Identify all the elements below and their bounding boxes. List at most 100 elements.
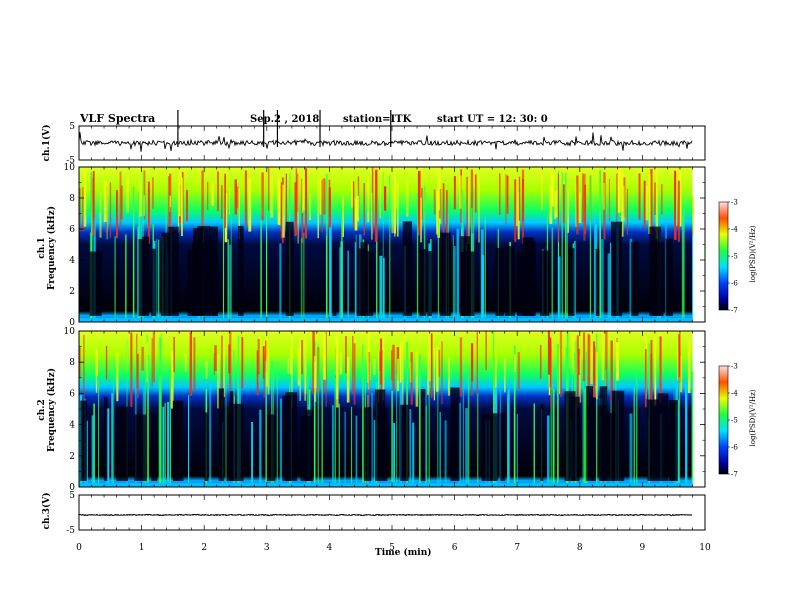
ch1-spectrogram-streak	[224, 173, 226, 229]
ch1-spectrogram-streak	[297, 168, 299, 244]
ch3-waveform-sample	[636, 514, 638, 516]
ch1-spectrogram-streak	[629, 238, 633, 319]
ch1-spectrogram-streak	[677, 180, 680, 242]
ch2-spectrogram-gap	[591, 397, 596, 481]
ch3-waveform-sample	[576, 514, 578, 516]
ch2-spectrogram-streak	[588, 334, 591, 387]
ch1-spectrogram-gap	[161, 232, 171, 316]
x-tick-label: 3	[264, 543, 270, 553]
ch3-waveform-sample	[486, 514, 488, 516]
ch3-waveform-sample	[639, 514, 641, 516]
ch1-spectrogram-streak	[354, 242, 357, 319]
ch1-spectrogram-streak	[294, 182, 297, 237]
ch3-waveform-sample	[207, 514, 209, 516]
ch3-waveform-sample	[663, 514, 665, 516]
ch3-waveform-sample	[690, 514, 692, 516]
ch3-waveform-sample	[225, 514, 227, 516]
ch3-waveform-sample	[474, 514, 476, 516]
ch1-spectrogram-streak	[300, 238, 303, 319]
ch1-spectrogram-streak	[621, 170, 624, 237]
ch1-spectrogram-y-tick-label: 4	[69, 256, 75, 266]
ch2-spectrogram-streak	[267, 348, 270, 395]
ch3-waveform-sample	[216, 514, 218, 516]
ch1-spectrogram-streak	[379, 255, 383, 319]
ch1-spectrogram-streak	[178, 168, 181, 217]
ch1-spectrogram-streak	[576, 175, 579, 235]
ch3-waveform-sample	[165, 514, 167, 516]
ch3-waveform-sample	[255, 514, 257, 516]
ch3-waveform-sample	[444, 514, 446, 516]
ch3-waveform-sample	[567, 514, 569, 516]
ch2-spectrogram-streak	[113, 357, 115, 484]
x-tick-label: 5	[389, 543, 395, 553]
ch2-spectrogram-streak	[493, 331, 495, 484]
ch3-waveform-sample	[300, 514, 302, 516]
ch3-waveform-sample	[657, 514, 659, 516]
ch1-spectrogram-streak	[329, 217, 332, 319]
ch1-spectrogram-streak	[350, 181, 354, 208]
ch3-waveform-sample	[231, 514, 233, 516]
ch1-spectrogram-streak	[227, 239, 229, 319]
ch2-spectrogram-streak	[419, 354, 421, 484]
ch2-spectrogram-colorbar-tick-label: -4	[731, 390, 738, 398]
ch3-waveform-sample	[249, 514, 251, 516]
ch2-spectrogram-y-tick-label: 8	[69, 358, 75, 368]
ch3-waveform-sample	[351, 514, 353, 516]
ch1-spectrogram-colorbar-tick-label: -4	[731, 226, 738, 234]
ch3-waveform-sample	[555, 514, 557, 516]
ch1-spectrogram-streak	[655, 168, 658, 240]
ch1-spectrogram-gap	[568, 248, 575, 316]
ch3-waveform-sample	[288, 514, 290, 516]
ch2-spectrogram-streak	[507, 389, 510, 484]
ch3-waveform-sample	[687, 514, 689, 516]
ch1-spectrogram-streak	[437, 177, 439, 319]
ch1-spectrogram-gap	[402, 221, 413, 316]
ch2-spectrogram-streak	[547, 331, 550, 375]
ch3-waveform-sample	[465, 514, 467, 516]
ch1-spectrogram-streak	[515, 177, 518, 226]
ch2-spectrogram-gap	[647, 399, 659, 481]
ch2-spectrogram-streak	[558, 348, 561, 394]
ch1-spectrogram-streak	[623, 186, 625, 222]
ch1-spectrogram-streak	[551, 227, 554, 319]
ch3-waveform-sample	[642, 514, 644, 516]
ch2-spectrogram-streak	[334, 377, 336, 484]
ch2-spectrogram-streak	[317, 344, 319, 484]
ch2-spectrogram-streak	[79, 347, 81, 379]
ch2-spectrogram-streak	[477, 392, 479, 484]
ch1-spectrogram-streak	[116, 190, 118, 239]
ch2-spectrogram-streak	[593, 346, 596, 386]
ch3-waveform-sample	[507, 514, 509, 516]
ch2-spectrogram-streak	[462, 387, 465, 484]
ch1-spectrogram-gap	[610, 221, 623, 316]
ch3-waveform-sample	[588, 514, 590, 516]
ch1-spectrogram-streak	[616, 173, 618, 222]
ch1-waveform-y-tick-label: -5	[66, 156, 75, 166]
ch2-spectrogram-streak	[83, 335, 85, 407]
ch1-spectrogram-streak	[119, 171, 122, 226]
ch2-spectrogram-streak	[678, 377, 681, 484]
ch2-spectrogram-streak	[378, 353, 380, 403]
ch2-spectrogram-streak	[596, 333, 598, 484]
ch2-spectrogram-gap	[80, 400, 87, 481]
ch2-spectrogram-streak	[633, 387, 635, 484]
x-tick-label: 2	[201, 543, 207, 553]
ch2-spectrogram-streak	[213, 353, 215, 375]
ch2-spectrogram-streak	[409, 409, 412, 484]
ch2-spectrogram-streak	[533, 403, 535, 484]
ch3-waveform-sample	[345, 514, 347, 516]
ch3-waveform-sample	[429, 514, 431, 516]
ch1-spectrogram-streak	[396, 179, 398, 209]
ch3-waveform-sample	[306, 514, 308, 516]
ch2-spectrogram-streak	[141, 346, 144, 371]
ch2-spectrogram-streak	[312, 331, 315, 394]
ch2-spectrogram-gap	[204, 412, 209, 481]
ch2-spectrogram-streak	[444, 420, 447, 484]
ch1-spectrogram-streak	[692, 233, 694, 319]
ch1-spectrogram-streak	[91, 171, 93, 319]
ch1-spectrogram-streak	[99, 191, 102, 238]
ch1-spectrogram-streak	[143, 170, 146, 220]
ch1-spectrogram-gap	[419, 249, 426, 316]
ch1-spectrogram-streak	[661, 184, 663, 215]
ch1-spectrogram-streak	[177, 172, 180, 233]
